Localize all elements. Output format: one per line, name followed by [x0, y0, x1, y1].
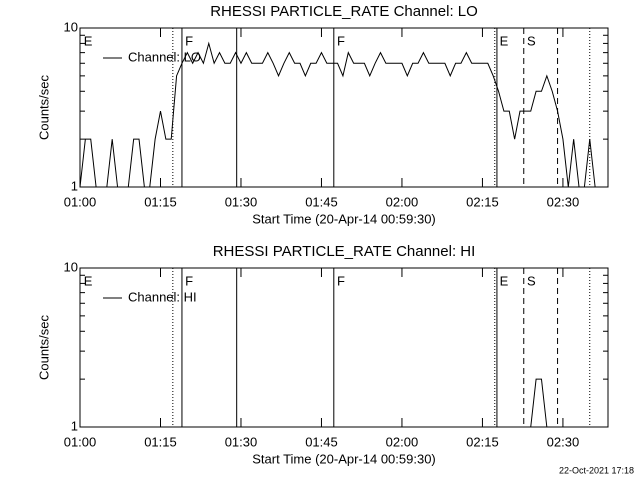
flag-label: F — [185, 273, 193, 288]
legend-label: Channel: HI — [128, 289, 197, 304]
flag-label: E — [500, 273, 509, 288]
x-tick-label: 01:45 — [305, 194, 338, 209]
flag-label: F — [185, 33, 193, 48]
x-tick-label: 01:15 — [144, 194, 177, 209]
chart-title: RHESSI PARTICLE_RATE Channel: HI — [213, 243, 476, 260]
plot-frame — [79, 267, 609, 428]
footer: 22-Oct-2021 17:18 — [559, 465, 634, 475]
x-tick-label: 01:30 — [225, 194, 258, 209]
x-tick-label: 02:15 — [466, 434, 499, 449]
y-axis-label: Counts/sec — [36, 74, 51, 140]
x-tick-label: 02:00 — [386, 194, 419, 209]
plot-frame — [79, 27, 609, 188]
y-tick-label: 10 — [64, 19, 78, 34]
x-tick-label: 01:30 — [225, 434, 258, 449]
flag-label: E — [84, 33, 93, 48]
y-axis-label: Counts/sec — [36, 314, 51, 380]
y-tick-label: 10 — [64, 259, 78, 274]
x-tick-label: 02:15 — [466, 194, 499, 209]
x-tick-label: 01:00 — [64, 434, 97, 449]
legend-label: Channel: LO — [128, 49, 201, 64]
x-axis-label: Start Time (20-Apr-14 00:59:30) — [252, 451, 436, 466]
x-tick-label: 02:00 — [386, 434, 419, 449]
data-line — [79, 41, 596, 188]
y-tick-label: 1 — [71, 178, 78, 193]
x-tick-label: 02:30 — [547, 434, 580, 449]
x-tick-label: 01:00 — [64, 194, 97, 209]
x-axis-label: Start Time (20-Apr-14 00:59:30) — [252, 211, 436, 226]
flag-label: S — [527, 33, 536, 48]
flag-label: F — [337, 273, 345, 288]
chart-title: RHESSI PARTICLE_RATE Channel: LO — [210, 3, 478, 20]
x-tick-label: 01:45 — [305, 434, 338, 449]
flag-label: F — [337, 33, 345, 48]
y-tick-label: 1 — [71, 418, 78, 433]
x-tick-label: 02:30 — [547, 194, 580, 209]
data-line — [525, 378, 548, 428]
flag-label: E — [84, 273, 93, 288]
flag-label: E — [500, 33, 509, 48]
flag-label: S — [527, 273, 536, 288]
x-tick-label: 01:15 — [144, 434, 177, 449]
